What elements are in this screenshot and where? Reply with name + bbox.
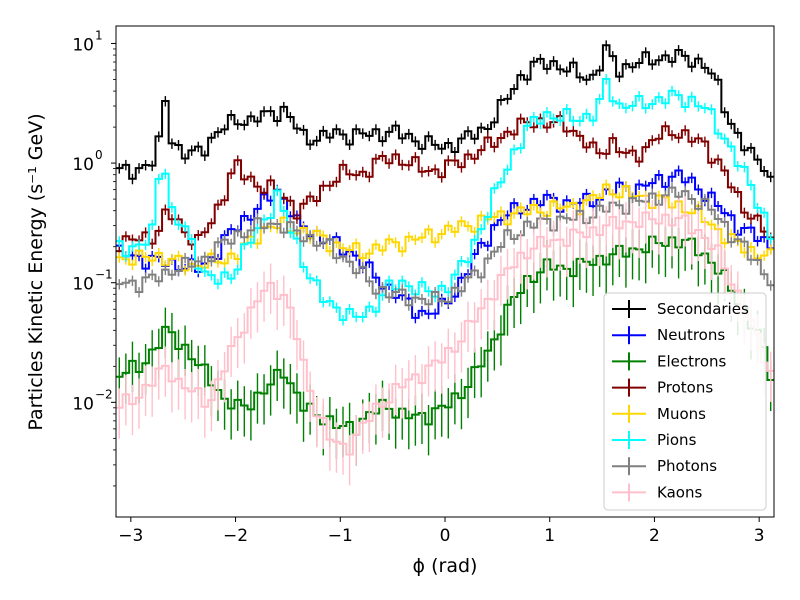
x-axis-label: ϕ (rad) [413,555,478,577]
series-pions [116,74,774,326]
x-tick-label: −1 [328,526,353,546]
legend-label: Kaons [657,483,702,501]
y-tick-label: 10 [72,275,94,295]
series-line [116,115,774,253]
series-line [116,211,774,456]
plot-frame [115,25,775,518]
series-line [116,44,774,180]
x-axis: −3 −2 −1 0 1 2 3 [118,517,765,546]
y-tick-label: 10 [72,155,94,175]
legend-item-kaons: Kaons [612,483,702,502]
legend-item-pions: Pions [612,431,697,449]
legend-label: Muons [657,405,706,423]
y-tick-exponent: −1 [95,268,113,282]
legend-item-muons: Muons [612,404,706,423]
series-layer [116,40,774,486]
y-tick-exponent: −2 [95,387,113,401]
x-tick-label: 2 [649,526,660,546]
y-axis-label: Particles Kinetic Energy (s⁻¹ GeV) [25,113,47,430]
legend-item-electrons: Electrons [612,352,727,371]
x-tick-label: −2 [223,526,248,546]
legend-box [603,292,767,511]
legend-label: Pions [657,431,697,449]
legend-label: Secondaries [657,300,749,318]
legend: Secondaries Neutrons Electrons Protons Muons… [603,292,767,511]
series-line [116,235,774,436]
legend-label: Neutrons [657,326,725,344]
legend-label: Electrons [657,352,727,370]
series-photons [116,182,774,311]
series-secondaries [116,40,774,185]
legend-label: Protons [657,379,713,397]
series-line [116,78,774,322]
x-tick-label: 0 [440,526,451,546]
x-tick-label: −3 [118,526,143,546]
legend-item-secondaries: Secondaries [612,300,749,318]
y-tick-exponent: 0 [95,148,103,162]
x-tick-label: 3 [754,526,765,546]
legend-item-protons: Protons [612,378,713,397]
series-line [116,186,774,307]
legend-item-neutrons: Neutrons [612,326,725,345]
legend-label: Photons [657,457,717,475]
y-tick-exponent: 1 [95,28,103,42]
y-tick-label: 10 [72,394,94,414]
legend-item-photons: Photons [612,457,717,476]
y-tick-label: 10 [72,35,94,55]
x-tick-label: 1 [544,526,555,546]
